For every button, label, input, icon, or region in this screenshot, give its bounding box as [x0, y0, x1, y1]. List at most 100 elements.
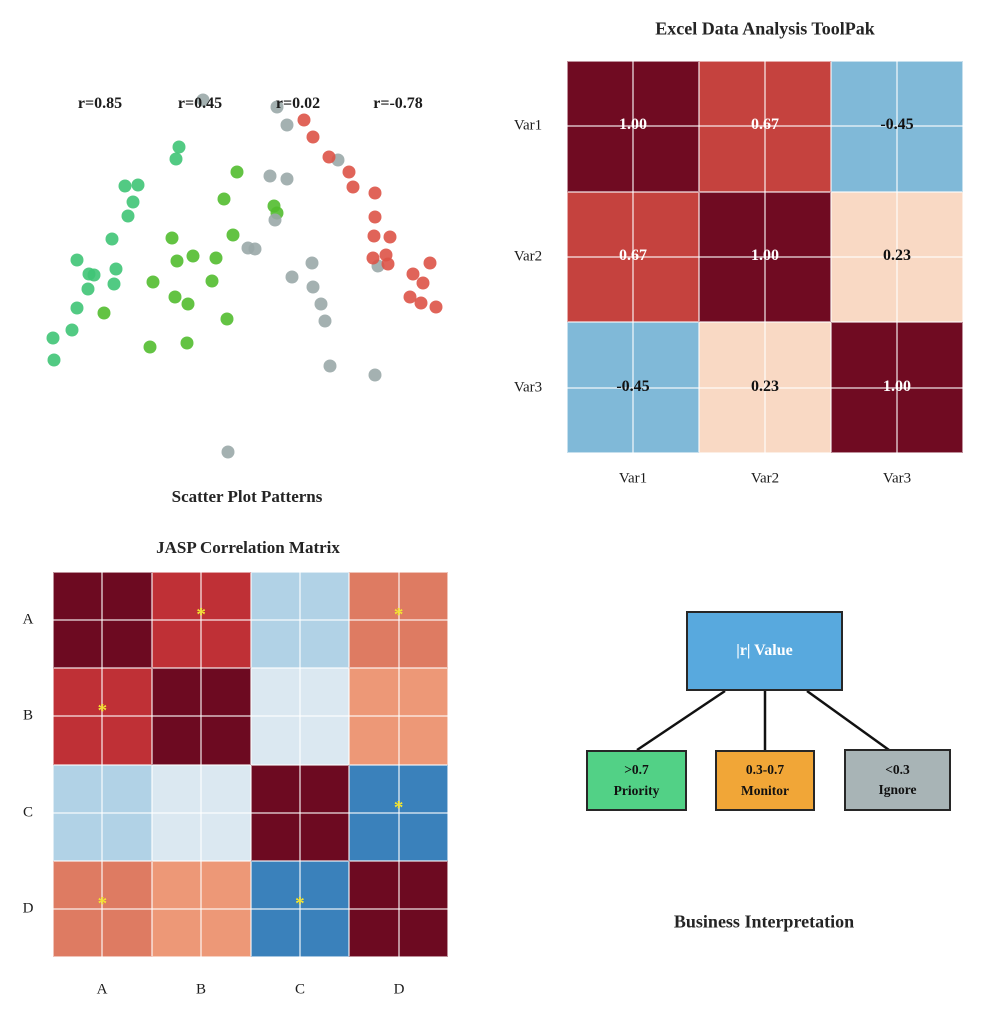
scatter-point [220, 312, 234, 326]
scatter-point [196, 93, 210, 107]
scatter-point [368, 186, 382, 200]
scatter-point [285, 270, 299, 284]
scatter-point [230, 165, 244, 179]
excel-col-tick-var1: Var1 [618, 470, 648, 487]
excel-heatmap-matrix: 1.00 0.67 -0.45 0.67 1.00 0.23 -0.45 0.23 1.00 [567, 61, 963, 453]
heatmap-gridline-horizontal [53, 907, 448, 910]
scatter-point [70, 253, 84, 267]
significance-asterisk: * [295, 893, 305, 915]
heatmap-cell-value: 1.00 [883, 377, 911, 395]
jasp-heatmap-title: JASP Correlation Matrix [156, 538, 340, 557]
heatmap-gridline-vertical [896, 61, 898, 453]
scatter-point [226, 228, 240, 242]
heatmap-cell-value: 1.00 [751, 246, 779, 264]
scatter-point [221, 445, 235, 459]
significance-asterisk: * [97, 700, 108, 722]
excel-row-tick-var3: Var3 [513, 379, 543, 396]
significance-asterisk: * [393, 797, 404, 819]
scatter-point [367, 229, 381, 243]
heatmap-cell-value: 0.67 [751, 116, 779, 134]
scatter-point [81, 282, 95, 296]
scatter-point [109, 262, 123, 276]
scatter-point [47, 353, 61, 367]
scatter-point [368, 368, 382, 382]
heatmap-gridline-horizontal [567, 256, 963, 258]
scatter-point [105, 232, 119, 246]
flowchart-node-ignore-range: <0.3 [885, 761, 910, 777]
scatter-point [248, 242, 262, 256]
scatter-point [126, 195, 140, 209]
flowchart-node-monitor: 0.3-0.7 Monitor [715, 750, 815, 811]
jasp-heatmap-matrix: * * * * * * [53, 572, 448, 957]
correlation-label: r=0.45 [177, 95, 223, 112]
jasp-row-tick-c: C [22, 804, 34, 821]
scatter-point [280, 172, 294, 186]
scatter-point [366, 251, 380, 265]
flowchart-node-monitor-action: Monitor [741, 782, 789, 798]
excel-heatmap-title: Excel Data Analysis ToolPak [655, 18, 875, 39]
scatter-point [97, 306, 111, 320]
scatter-point [322, 150, 336, 164]
scatter-point [306, 280, 320, 294]
scatter-point [270, 100, 284, 114]
scatter-point [381, 257, 395, 271]
connector-line-left [636, 689, 726, 752]
scatter-point [217, 192, 231, 206]
jasp-row-tick-d: D [22, 900, 34, 917]
excel-row-tick-var2: Var2 [513, 248, 543, 265]
heatmap-gridline-vertical [200, 572, 203, 957]
scatter-point [65, 323, 79, 337]
heatmap-gridline-horizontal [53, 619, 448, 622]
flowchart-title: Business Interpretation [673, 911, 855, 932]
scatter-point [180, 336, 194, 350]
flowchart-root-node: |r| Value [686, 611, 843, 691]
scatter-point [70, 301, 84, 315]
scatter-point [406, 267, 420, 281]
scatter-point [416, 276, 430, 290]
flowchart-node-monitor-range: 0.3-0.7 [745, 762, 785, 778]
scatter-point [165, 231, 179, 245]
scatter-point [121, 209, 135, 223]
flowchart-node-priority: >0.7 Priority [586, 750, 687, 811]
scatter-title: Scatter Plot Patterns [171, 487, 323, 506]
scatter-point [46, 331, 60, 345]
connector-line-right [806, 689, 890, 752]
jasp-col-tick-c: C [294, 981, 306, 998]
correlation-label: r=-0.78 [373, 95, 423, 112]
jasp-col-tick-a: A [96, 981, 108, 998]
scatter-point [209, 251, 223, 265]
correlation-label: r=0.85 [77, 95, 123, 112]
scatter-point [280, 118, 294, 132]
scatter-point [131, 178, 145, 192]
jasp-row-tick-a: A [22, 611, 34, 628]
scatter-point [297, 113, 311, 127]
scatter-point [414, 296, 428, 310]
scatter-point [107, 277, 121, 291]
scatter-point [263, 169, 277, 183]
scatter-point [314, 297, 328, 311]
scatter-point [168, 290, 182, 304]
significance-asterisk: * [97, 893, 108, 915]
heatmap-gridline-vertical [298, 572, 301, 957]
scatter-point [383, 230, 397, 244]
scatter-point [318, 314, 332, 328]
heatmap-gridline-horizontal [53, 715, 448, 718]
scatter-point [181, 297, 195, 311]
heatmap-cell-value: 1.00 [618, 116, 647, 134]
flowchart-node-ignore: <0.3 Ignore [844, 749, 951, 811]
scatter-point [205, 274, 219, 288]
heatmap-gridline-vertical [101, 572, 104, 957]
excel-row-tick-var1: Var1 [513, 117, 543, 134]
scatter-point [169, 152, 183, 166]
scatter-point [143, 340, 157, 354]
excel-col-tick-var3: Var3 [882, 470, 912, 487]
correlation-label: r=0.02 [275, 95, 321, 112]
scatter-point [346, 180, 360, 194]
heatmap-cell-value: -0.45 [616, 377, 650, 395]
jasp-col-tick-b: B [195, 981, 207, 998]
heatmap-cell-value: -0.45 [880, 116, 914, 134]
